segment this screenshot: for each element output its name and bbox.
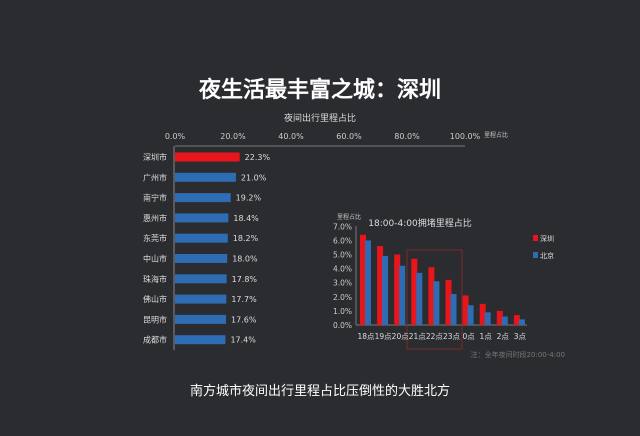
bar [175,254,228,263]
x-tick-label: 2点 [497,332,510,341]
category-label: 昆明市 [143,314,167,324]
bar-深圳 [377,246,384,325]
data-label: 17.7% [231,295,257,304]
y-tick-label: 6.0% [333,236,352,245]
bar-北京 [484,312,491,325]
category-label: 广州市 [143,172,167,182]
category-label: 佛山市 [143,294,167,304]
bar-深圳 [360,234,366,325]
bar-北京 [365,240,371,325]
bar-北京 [433,281,440,325]
chart-title: 18:00-4:00拥堵里程占比 [368,217,471,229]
y-axis-label: 里程占比 [337,213,361,221]
bar-深圳 [462,295,469,325]
bar-北京 [467,305,474,325]
data-label: 18.2% [233,234,259,243]
x-tick-label: 20点 [392,332,410,341]
bar [175,233,228,243]
bar [175,335,226,345]
category-label: 中山市 [143,254,167,264]
bar [175,172,236,182]
x-tick-label: 3点 [514,332,527,341]
data-label: 18.4% [233,214,259,223]
legend-swatch [533,252,538,258]
y-tick-label: 2.0% [333,293,352,302]
bar-深圳 [411,258,418,325]
x-tick-label: 18点 [357,332,375,341]
bar-深圳 [394,254,401,325]
bar-北京 [501,316,508,325]
x-tick-label: 1点 [480,332,493,341]
bar-深圳 [479,303,486,325]
x-tick-label: 21点 [409,332,427,341]
legend-label: 深圳 [540,234,554,243]
y-tick-label: 3.0% [333,279,352,288]
note: 注：全年夜间时段20:00-4:00 [471,350,565,359]
data-label: 22.3% [245,153,271,162]
y-tick-label: 0.0% [333,321,352,330]
legend-swatch [533,235,538,241]
category-label: 东莞市 [143,233,167,243]
bar-北京 [450,293,457,325]
y-tick-label: 1.0% [333,307,352,316]
category-label: 惠州市 [143,213,167,223]
bar-北京 [518,319,525,325]
chart-title: 夜间出行里程占比 [284,112,356,124]
x-tick-label: 0.0% [165,132,186,141]
bar-深圳 [496,310,503,325]
y-tick-label: 7.0% [333,222,352,231]
data-label: 17.4% [230,336,256,345]
data-label: 17.6% [231,315,257,324]
bar [175,274,227,284]
highlight-box [406,249,463,350]
data-label: 18.0% [232,255,258,264]
bar [175,294,227,304]
bar [175,193,231,203]
bar-北京 [399,265,406,325]
category-label: 深圳市 [143,152,167,162]
bar-深圳 [513,315,520,325]
x-axis-label: 里程占比 [484,131,508,139]
y-tick-label: 5.0% [333,251,352,260]
bar [175,314,227,324]
x-tick-label: 80.0% [394,132,420,141]
y-tick-label: 4.0% [333,265,352,274]
data-label: 21.0% [241,173,267,182]
x-tick-label: 100.0% [450,132,481,141]
category-label: 珠海市 [143,274,167,284]
page-title: 夜生活最丰富之城：深圳 [198,78,441,103]
category-label: 南宁市 [143,193,167,203]
legend-label: 北京 [540,251,554,260]
x-tick-label: 0点 [462,332,475,341]
x-tick-label: 20.0% [220,132,246,141]
x-tick-label: 60.0% [336,132,362,141]
bar-北京 [382,255,389,325]
x-tick-label: 23点 [443,332,461,341]
bar-深圳 [445,279,452,325]
bar [175,213,229,223]
category-label: 成都市 [143,335,167,345]
x-tick-label: 22点 [426,332,444,341]
bar-北京 [416,272,423,325]
x-tick-label: 19点 [375,332,393,341]
bar [175,152,240,162]
data-label: 17.8% [232,275,258,284]
bar-深圳 [428,267,435,325]
subtitle: 南方城市夜间出行里程占比压倒性的大胜北方 [189,384,450,399]
data-label: 19.2% [236,194,262,203]
x-tick-label: 40.0% [278,132,304,141]
